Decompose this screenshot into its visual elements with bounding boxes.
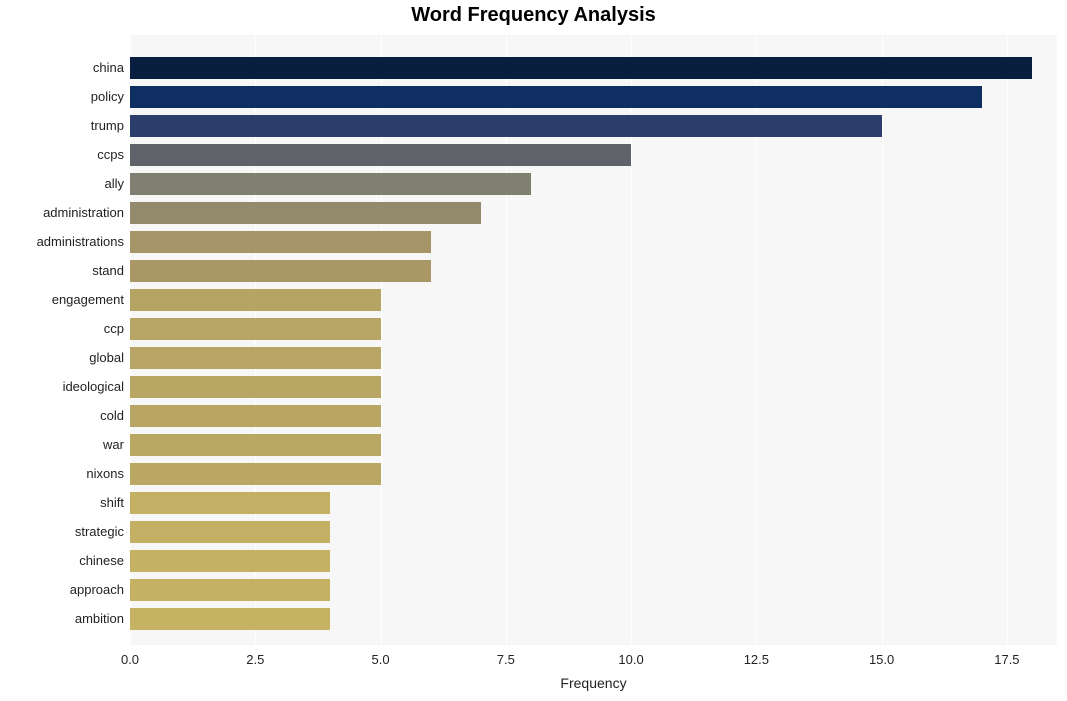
grid-line <box>882 35 883 645</box>
bar <box>130 115 882 137</box>
grid-line <box>1007 35 1008 645</box>
y-tick-label: nixons <box>4 463 124 485</box>
bar <box>130 405 381 427</box>
y-tick-label: ambition <box>4 608 124 630</box>
y-tick-label: cold <box>4 405 124 427</box>
x-tick-label: 2.5 <box>246 652 264 667</box>
y-tick-label: china <box>4 57 124 79</box>
y-tick-label: trump <box>4 115 124 137</box>
chart-title: Word Frequency Analysis <box>0 4 1067 27</box>
y-tick-label: engagement <box>4 289 124 311</box>
y-tick-label: ally <box>4 173 124 195</box>
y-tick-label: ccps <box>4 144 124 166</box>
bar <box>130 521 330 543</box>
bar <box>130 434 381 456</box>
y-tick-label: ccp <box>4 318 124 340</box>
bar <box>130 318 381 340</box>
bar <box>130 260 431 282</box>
bar <box>130 57 1032 79</box>
y-tick-label: approach <box>4 579 124 601</box>
bar <box>130 579 330 601</box>
y-tick-label: administration <box>4 202 124 224</box>
y-tick-label: global <box>4 347 124 369</box>
y-tick-label: shift <box>4 492 124 514</box>
x-tick-label: 5.0 <box>371 652 389 667</box>
x-tick-label: 12.5 <box>744 652 769 667</box>
plot-area <box>130 35 1057 645</box>
y-tick-label: war <box>4 434 124 456</box>
bar <box>130 463 381 485</box>
bar <box>130 173 531 195</box>
y-tick-label: strategic <box>4 521 124 543</box>
x-tick-label: 7.5 <box>497 652 515 667</box>
bar <box>130 86 982 108</box>
bar <box>130 376 381 398</box>
x-axis-title: Frequency <box>130 675 1057 691</box>
x-tick-label: 15.0 <box>869 652 894 667</box>
bar <box>130 347 381 369</box>
y-tick-label: policy <box>4 86 124 108</box>
x-tick-label: 10.0 <box>618 652 643 667</box>
y-tick-label: administrations <box>4 231 124 253</box>
bar <box>130 144 631 166</box>
x-tick-label: 17.5 <box>994 652 1019 667</box>
bar <box>130 289 381 311</box>
bar <box>130 608 330 630</box>
chart-container: Word Frequency Analysis Frequency 0.0 2.5… <box>0 0 1067 701</box>
bar <box>130 202 481 224</box>
y-tick-label: chinese <box>4 550 124 572</box>
y-tick-label: ideological <box>4 376 124 398</box>
y-tick-label: stand <box>4 260 124 282</box>
bar <box>130 231 431 253</box>
x-tick-label: 0.0 <box>121 652 139 667</box>
bar <box>130 492 330 514</box>
bar <box>130 550 330 572</box>
